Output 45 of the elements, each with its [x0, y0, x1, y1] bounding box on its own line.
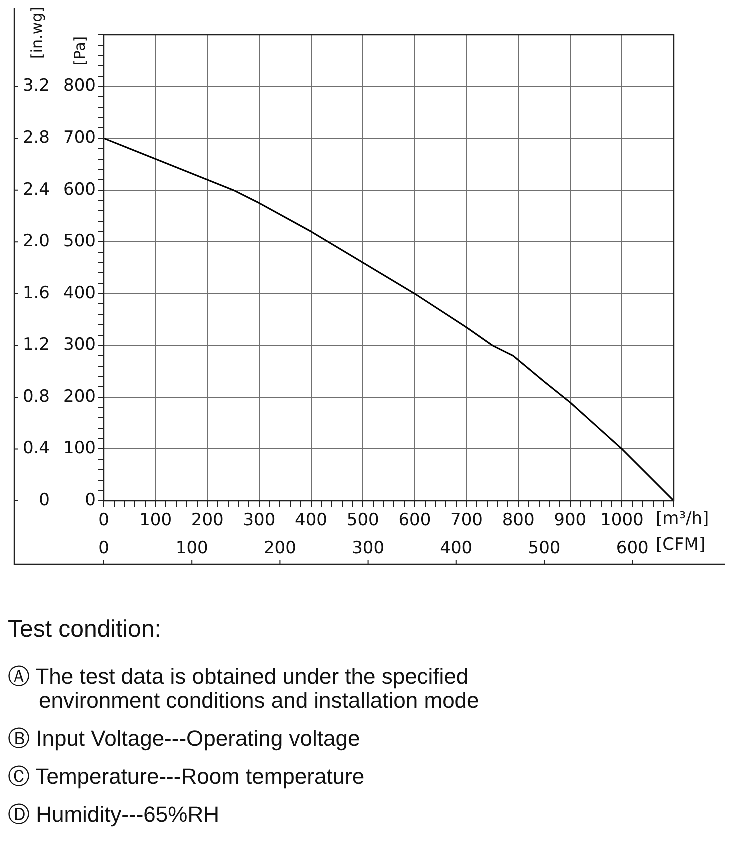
- text: Ⓓ Humidity---65%RH: [8, 802, 220, 827]
- x2-tick-label: 400: [440, 538, 473, 559]
- y-tick-label: 300: [64, 335, 96, 356]
- x-tick-label: 1000: [600, 510, 644, 531]
- y-tick-label: 400: [64, 283, 96, 304]
- y-tick-label: 500: [64, 232, 96, 252]
- x2-axis-title: [CFM]: [656, 534, 706, 555]
- y2-tick-label: 1.2: [22, 335, 50, 356]
- y-axis-title: [Pa]: [70, 36, 89, 66]
- x2-tick-label: 100: [176, 538, 208, 559]
- y2-tick-label: 2.0: [22, 232, 50, 252]
- y-tick-label: 700: [64, 128, 96, 148]
- x2-tick-label: 300: [352, 538, 385, 559]
- x-axis-title: [m³/h]: [656, 508, 710, 529]
- y-tick-label: 600: [64, 180, 96, 200]
- x-tick-label: 500: [346, 510, 380, 531]
- x-tick-label: 0: [98, 510, 110, 531]
- text: Test condition:: [8, 616, 162, 644]
- text: Ⓑ Input Voltage---Operating voltage: [8, 726, 362, 751]
- y2-tick-label: 2.4: [22, 180, 50, 200]
- y-tick-label: 800: [64, 76, 96, 96]
- text: Ⓐ The test data is obtained under the specified environment conditions and installation mode: [8, 664, 480, 713]
- x-tick-label: 700: [450, 510, 483, 531]
- y-tick-label: 100: [64, 438, 96, 459]
- y2-tick-label: 2.8: [22, 128, 50, 148]
- x2-tick-label: 200: [264, 538, 296, 559]
- y2-tick-label: 3.2: [22, 76, 50, 96]
- x-tick-label: 600: [398, 510, 432, 531]
- x-tick-label: 300: [243, 510, 276, 531]
- y2-tick-label: 0: [39, 490, 50, 510]
- x-tick-label: 900: [554, 510, 587, 531]
- y2-tick-label: 0.8: [22, 386, 50, 407]
- x2-tick-label: 0: [98, 538, 110, 559]
- y2-tick-label: 0.4: [22, 438, 50, 459]
- x2-tick-label: 500: [528, 538, 561, 559]
- y2-tick-label: 1.6: [22, 283, 50, 304]
- x2-tick-label: 600: [616, 538, 649, 559]
- x-tick-label: 800: [502, 510, 535, 531]
- x-tick-label: 100: [140, 510, 172, 531]
- y2-axis-title: [in.wg]: [28, 7, 46, 59]
- x-tick-label: 200: [191, 510, 224, 531]
- text: Ⓒ Temperature---Room temperature: [8, 764, 366, 789]
- y-tick-label: 200: [64, 386, 96, 407]
- x-tick-label: 400: [295, 510, 328, 531]
- y-tick-label: 0: [85, 490, 96, 510]
